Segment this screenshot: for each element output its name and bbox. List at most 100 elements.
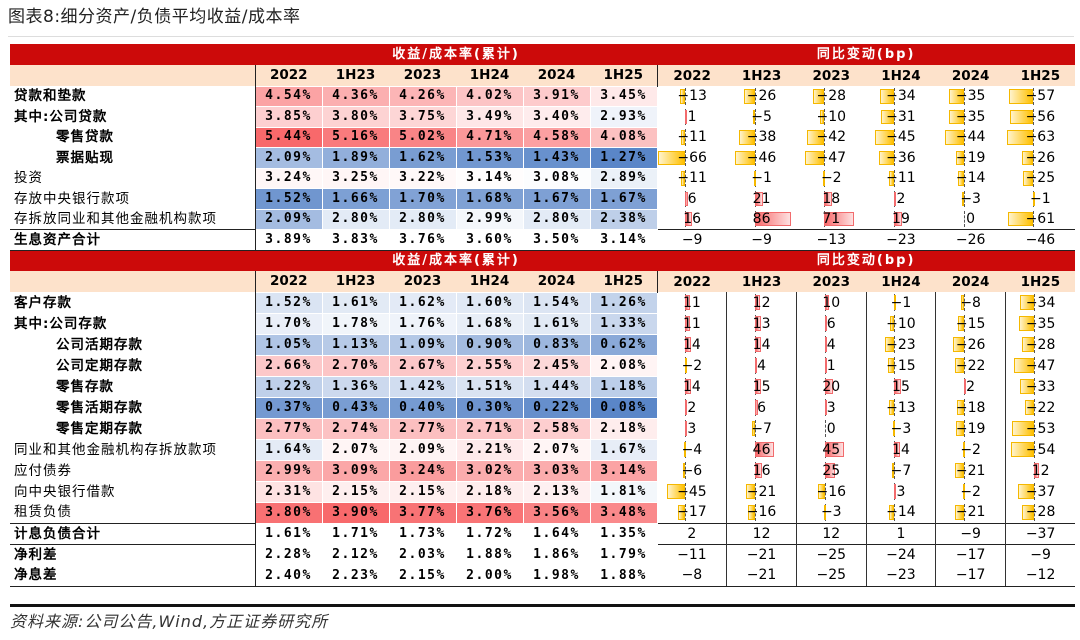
rate-cell: 2.38% [589, 208, 658, 230]
positive-data-bar [893, 191, 896, 206]
rate-cell: 3.80% [321, 106, 390, 128]
negative-data-bar [945, 130, 964, 145]
data-bar-axis [893, 149, 895, 166]
positive-data-bar [685, 191, 688, 206]
rate-cell: 1.78% [321, 312, 390, 335]
rate-cell: 1.62% [388, 291, 457, 314]
data-bar-axis [894, 504, 896, 521]
change-cell: 1 [657, 107, 727, 128]
change-value: 1 [896, 525, 906, 542]
data-bar-axis [754, 108, 756, 125]
change-cell: 18 [796, 189, 866, 210]
change-cell: −13 [796, 229, 867, 251]
row-label: 计息负债合计 [10, 522, 256, 544]
change-value: −13 [677, 88, 707, 105]
change-group-header: 同比变动(bp) [657, 44, 1076, 65]
row-label: 存拆放同业和其他金融机构款项 [10, 209, 256, 230]
row-label: 客户存款 [10, 292, 256, 313]
change-value: 25 [822, 462, 841, 479]
change-cell: −31 [866, 107, 936, 128]
data-bar-axis [685, 504, 687, 521]
table-row: 公司活期存款 1.05% 1.13% 1.09% 0.90% 0.83% 0.62% 14 14… [10, 333, 1076, 356]
negative-data-bar [752, 109, 755, 124]
rate-cell: 1.54% [522, 291, 591, 314]
change-value: −10 [816, 108, 847, 125]
change-cell: 15 [865, 376, 936, 397]
change-value: 3 [687, 420, 697, 437]
change-value: −9 [681, 231, 703, 248]
data-bar-axis [1033, 129, 1035, 146]
negative-data-bar [1009, 89, 1034, 104]
change-cell: −19 [935, 418, 1006, 439]
data-bar-axis [685, 441, 687, 458]
change-value: −14 [886, 504, 916, 521]
change-cell: −34 [1004, 292, 1076, 313]
negative-data-bar [738, 130, 755, 145]
negative-data-bar [1014, 358, 1034, 373]
change-value: −11 [677, 546, 707, 563]
rate-year-header: 1H23 [322, 65, 389, 86]
change-cell: −25 [795, 543, 867, 565]
table-row: 零售定期存款 2.77% 2.74% 2.77% 2.71% 2.58% 2.18% 3 −7 0… [10, 417, 1076, 440]
rate-cell: 3.48% [589, 501, 658, 524]
positive-data-bar [824, 442, 844, 457]
negative-data-bar [1018, 484, 1034, 499]
change-value: −42 [816, 129, 847, 146]
rate-cell: 2.66% [254, 354, 323, 377]
change-cell: −28 [1004, 334, 1076, 355]
data-bar-axis [1033, 211, 1035, 227]
change-cell: −2 [656, 355, 727, 376]
data-bar-axis [893, 88, 895, 105]
negative-data-bar [820, 109, 825, 124]
rate-cell: 1.43% [522, 147, 591, 169]
data-bar-axis [824, 420, 826, 437]
rate-cell: 1.67% [589, 188, 658, 210]
change-cell: −26 [935, 229, 1006, 251]
negative-data-bar [804, 150, 825, 165]
rate-cell: 1.67% [522, 188, 591, 210]
rate-cell: 2.07% [522, 438, 591, 461]
change-cell: 14 [656, 334, 727, 355]
change-cell: −16 [795, 481, 867, 502]
change-value: 6 [687, 190, 697, 207]
change-cell: −47 [796, 148, 866, 169]
negative-data-bar [1006, 130, 1034, 145]
change-year-header: 2024 [935, 271, 1006, 292]
negative-data-bar [955, 150, 964, 165]
negative-data-bar [962, 191, 965, 206]
change-cell: −5 [727, 107, 797, 128]
change-year-header: 1H23 [726, 65, 797, 86]
change-cell: −21 [726, 481, 797, 502]
change-cell: 46 [726, 439, 797, 460]
change-cell: −11 [657, 168, 727, 189]
change-value: 13 [752, 315, 771, 332]
negative-data-bar [948, 89, 964, 104]
rate-year-header: 2022 [255, 271, 322, 292]
negative-data-bar [875, 130, 894, 145]
change-cell: −16 [726, 502, 797, 523]
change-group-header: 同比变动(bp) [657, 250, 1076, 271]
change-cell: 6 [795, 313, 867, 334]
rate-cell: 2.09% [254, 147, 323, 169]
row-label: 同业和其他金融机构存拆放款项 [10, 439, 256, 460]
change-cell: 1 [795, 355, 867, 376]
data-bar-axis [754, 149, 756, 166]
change-cell: −11 [657, 127, 727, 148]
data-bar-axis [894, 462, 896, 479]
rate-cell: 1.62% [388, 147, 457, 169]
change-cell: 14 [656, 376, 727, 397]
negative-data-bar [889, 400, 895, 415]
change-value: −38 [746, 129, 777, 146]
change-cell: −3 [865, 418, 936, 439]
change-value: −5 [751, 108, 772, 125]
change-value: 19 [892, 211, 910, 227]
change-cell: 19 [866, 209, 936, 230]
data-bar-axis [755, 420, 757, 437]
change-cell: 45 [795, 439, 867, 460]
change-year-header: 1H24 [866, 65, 936, 86]
row-label: 生息资产合计 [10, 229, 256, 251]
rate-cell: 3.76% [455, 501, 524, 524]
rate-cell: 1.35% [589, 522, 658, 545]
change-value: −25 [816, 546, 847, 563]
negative-data-bar [754, 171, 757, 186]
